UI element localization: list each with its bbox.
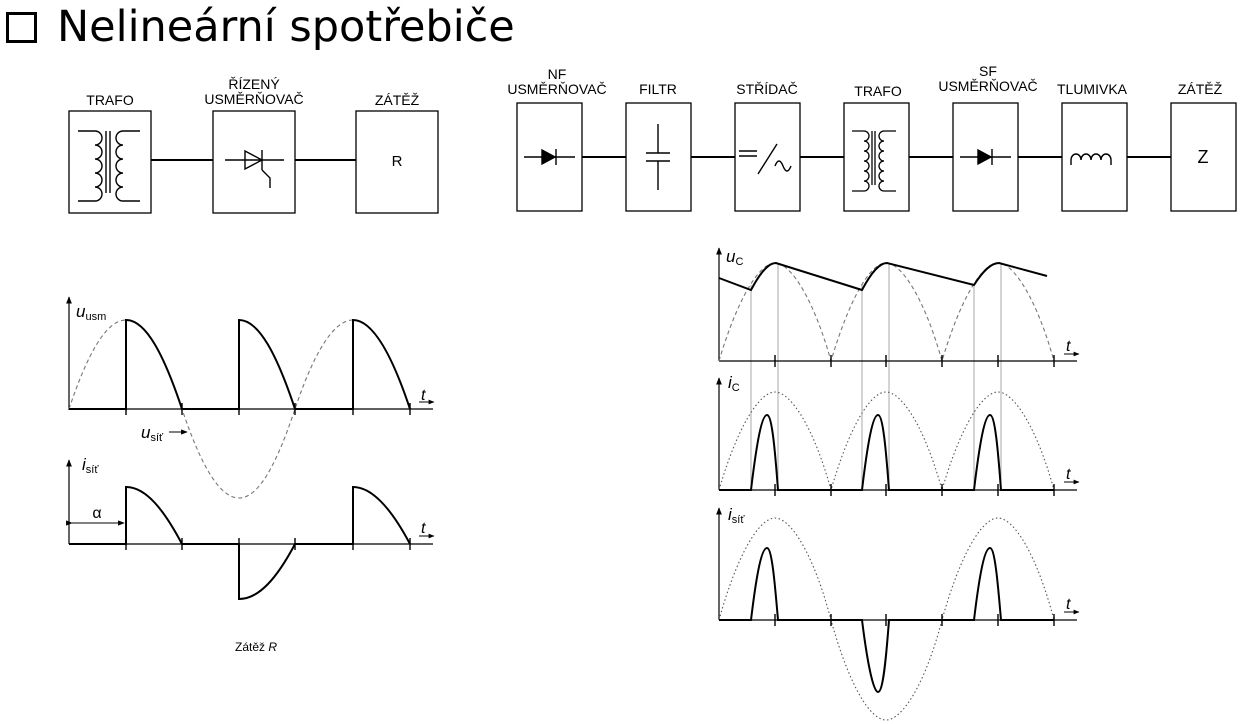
mains-current (69, 485, 411, 601)
right-block-trafo (843, 102, 910, 212)
ic-label: iC (728, 373, 740, 394)
load-r-symbol: R (392, 153, 403, 170)
guide-lines (750, 263, 1002, 490)
rectified-voltage-dashed (718, 262, 1055, 363)
left-block-load (355, 110, 439, 214)
inductor-icon (1070, 153, 1112, 165)
usit-label: usíť (141, 423, 164, 444)
rectified-voltage (69, 318, 411, 410)
left-block-diagram: TRAFO ŘÍZENÝ USMĚRŇOVAČ ZÁTĚŽ R (68, 76, 439, 214)
load-z-symbol: Z (1198, 147, 1209, 167)
left-block-trafo (68, 110, 152, 214)
thyristor-icon (225, 149, 284, 188)
alpha-label: α (92, 505, 101, 522)
right-block-label-load: ZÁTĚŽ (1178, 81, 1223, 97)
transformer-icon (852, 130, 896, 192)
diode-icon (524, 148, 575, 166)
inverter-icon (739, 143, 792, 175)
axis-ticks (774, 355, 1055, 367)
left-block-label-trafo: TRAFO (86, 92, 134, 108)
axis-t-label: t (1066, 466, 1071, 483)
checkbox-bullet-icon (6, 11, 37, 43)
uc-label: uC (726, 247, 743, 268)
slide-title: Nelineární spotřebiče (6, 2, 515, 52)
right-block-filter (625, 102, 692, 212)
axis-ticks (125, 403, 411, 415)
axis-t-label: t (1066, 338, 1071, 355)
axis-t-label: t (421, 387, 426, 404)
right-block-label-filter: FILTR (639, 81, 677, 97)
diode-icon (960, 148, 1011, 166)
isit-label: isíť (82, 455, 99, 476)
right-waveforms: t uC t iC t isíť (716, 247, 1080, 721)
left-waveforms: t uusm usíť t isíť α Zátěž R (66, 296, 435, 654)
left-block-label-rectifier: ŘÍZENÝ USMĚRŇOVAČ (204, 76, 303, 107)
title-text: Nelineární spotřebiče (57, 2, 515, 52)
right-block-inverter (734, 102, 801, 212)
left-block-label-load: ZÁTĚŽ (375, 92, 420, 108)
right-block-label-trafo: TRAFO (854, 83, 902, 99)
axis-ticks (774, 614, 1055, 626)
capacitor-icon (646, 124, 670, 190)
axis-t-label: t (421, 520, 426, 537)
axis-ticks (774, 484, 1055, 496)
capacitor-current (719, 413, 1054, 491)
right-block-label-inverter: STŘÍDAČ (736, 81, 797, 97)
ic-envelope-dotted (718, 391, 1055, 493)
mains-current-right (719, 546, 1054, 694)
right-block-label-sf-rectifier: SF USMĚRŇOVAČ (938, 63, 1037, 94)
axis-t-label: t (1066, 596, 1071, 613)
isit-label: isíť (728, 505, 745, 526)
right-block-diagram: NF USMĚRŇOVAČ FILTR STŘÍDAČ TRAFO SF USMĚR… (507, 63, 1237, 212)
right-block-label-nf-rectifier: NF USMĚRŇOVAČ (507, 66, 606, 97)
capacitor-voltage (718, 261, 1048, 292)
axis-ticks (125, 538, 411, 550)
left-block-rectifier (212, 110, 296, 214)
usm-label: uusm (76, 302, 106, 323)
transformer-icon (78, 130, 140, 202)
right-block-label-choke: TLUMIVKA (1057, 81, 1128, 97)
isit-envelope-dotted (718, 517, 1055, 721)
left-caption: Zátěž R (235, 640, 277, 654)
